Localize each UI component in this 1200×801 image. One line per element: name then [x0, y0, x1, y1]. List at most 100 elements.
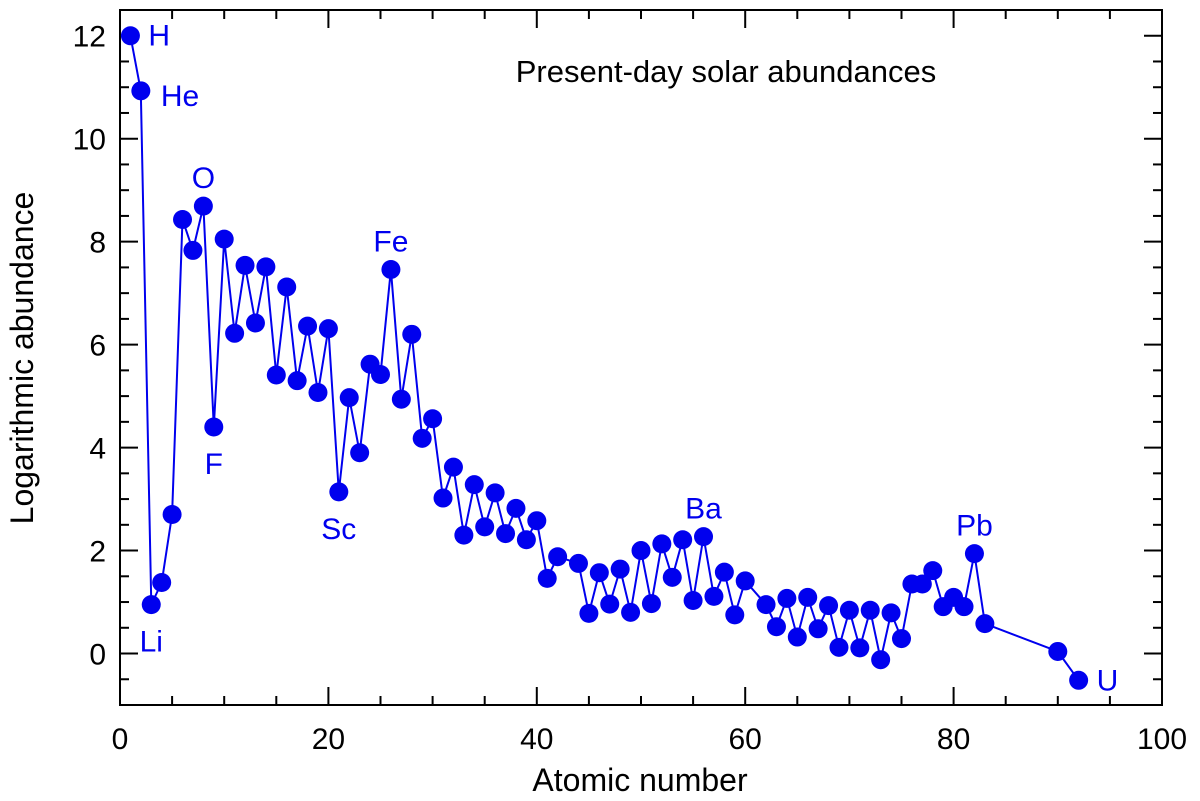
data-point — [839, 600, 859, 620]
data-point — [871, 650, 891, 670]
data-point — [256, 257, 276, 277]
x-axis-title: Atomic number — [532, 762, 748, 798]
data-point — [308, 383, 328, 403]
data-point — [704, 586, 724, 606]
data-point — [923, 561, 943, 581]
data-point — [423, 409, 443, 429]
data-point — [152, 572, 172, 592]
data-point — [225, 323, 245, 343]
data-point — [412, 428, 432, 448]
data-point — [610, 559, 630, 579]
data-point — [235, 255, 255, 275]
plot-frame — [119, 9, 1163, 706]
data-point — [402, 324, 422, 344]
element-annotations: H He Li O F Sc Fe Ba Pb U — [140, 20, 1119, 698]
y-tick-label: 6 — [89, 330, 106, 363]
x-tick-label: 60 — [729, 723, 762, 756]
data-point — [829, 637, 849, 657]
data-point — [579, 603, 599, 623]
data-point — [496, 524, 516, 544]
data-point — [892, 629, 911, 649]
data-point — [641, 594, 661, 614]
data-point — [266, 365, 286, 385]
data-point — [381, 259, 401, 279]
data-point — [516, 530, 536, 550]
data-point — [777, 588, 797, 608]
series-line — [129, 35, 1080, 681]
data-point — [162, 505, 182, 525]
data-point — [193, 196, 213, 216]
data-point — [568, 553, 588, 573]
data-point — [245, 313, 265, 333]
data-point — [954, 597, 974, 617]
data-point — [652, 534, 672, 554]
data-point — [548, 547, 568, 567]
data-point — [819, 596, 839, 616]
x-tick-label: 80 — [937, 723, 970, 756]
data-point — [527, 511, 547, 531]
x-tick-label: 0 — [112, 723, 129, 756]
data-point — [454, 525, 474, 545]
data-point — [694, 527, 714, 547]
data-point — [214, 229, 234, 249]
label-f: F — [205, 448, 223, 481]
data-point — [683, 590, 703, 610]
data-point — [204, 417, 224, 437]
data-point — [131, 81, 151, 101]
data-point — [621, 602, 641, 622]
data-point — [141, 595, 161, 615]
y-tick-label: 0 — [89, 639, 106, 672]
data-point — [756, 595, 776, 615]
data-point — [464, 475, 484, 495]
y-tick-label: 8 — [89, 227, 106, 260]
data-point — [735, 571, 755, 591]
label-pb: Pb — [956, 510, 993, 543]
data-point — [881, 603, 901, 623]
data-point — [631, 541, 651, 561]
data-point — [433, 488, 453, 508]
data-point — [766, 617, 786, 637]
data-point — [183, 240, 203, 260]
data-point — [371, 364, 390, 384]
data-point — [287, 371, 307, 391]
data-point — [725, 605, 745, 625]
data-point — [860, 600, 880, 620]
data-point — [391, 389, 411, 409]
y-tick-label: 4 — [89, 433, 106, 466]
data-point — [318, 319, 338, 339]
y-tick-label: 12 — [73, 21, 106, 54]
data-series — [120, 26, 1089, 690]
label-h: H — [148, 20, 170, 53]
data-point — [850, 638, 870, 658]
x-tick-label: 20 — [312, 723, 345, 756]
data-point — [537, 568, 557, 588]
label-u: U — [1097, 664, 1119, 697]
data-point — [475, 517, 495, 537]
data-point — [673, 530, 693, 550]
label-ba: Ba — [685, 493, 722, 526]
data-point — [808, 619, 828, 639]
label-sc: Sc — [321, 513, 356, 546]
data-point — [298, 316, 318, 336]
y-axis-title: Logarithmic abundance — [4, 192, 40, 525]
x-tick-label: 100 — [1137, 723, 1187, 756]
y-tick-label: 10 — [73, 124, 106, 157]
data-point — [485, 483, 505, 503]
data-point — [589, 563, 609, 583]
label-o: O — [192, 162, 215, 195]
data-point — [798, 587, 818, 607]
data-point — [506, 498, 526, 518]
label-fe: Fe — [373, 225, 408, 258]
data-point — [912, 574, 932, 594]
data-point — [662, 567, 682, 587]
data-point — [787, 627, 807, 647]
data-point — [277, 277, 297, 297]
label-he: He — [161, 80, 199, 113]
data-point — [329, 482, 349, 502]
x-tick-label: 40 — [520, 723, 553, 756]
data-point — [350, 443, 370, 463]
data-point — [339, 388, 359, 408]
axes: 0 20 40 60 80 100 0 2 4 6 8 10 12 — [73, 9, 1187, 756]
data-point — [964, 544, 984, 564]
